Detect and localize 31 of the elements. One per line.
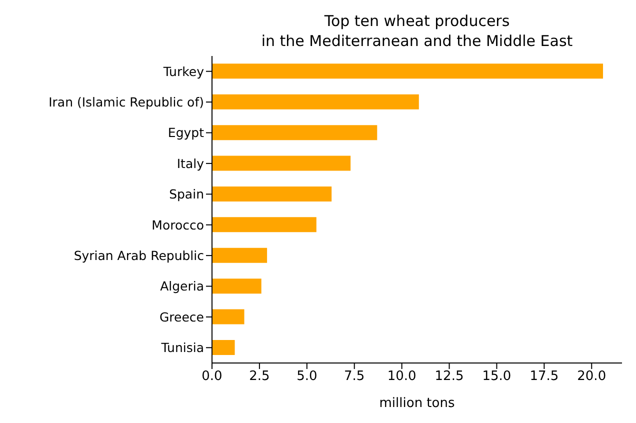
x-tick-label: 15.0	[482, 369, 512, 384]
bar	[212, 340, 235, 355]
x-tick-label: 20.0	[577, 369, 606, 384]
bar	[212, 248, 268, 263]
y-tick-label: Turkey	[162, 64, 205, 79]
y-tick-label: Algeria	[160, 278, 204, 294]
x-axis-title: million tons	[379, 396, 455, 411]
y-tick-label: Greece	[160, 309, 204, 324]
x-tick-label: 2.5	[249, 369, 270, 384]
chart-title: Top ten wheat producers in the Mediterranean and the Middle East	[261, 12, 573, 50]
bar	[212, 309, 244, 324]
bar	[212, 64, 604, 79]
x-tick-label: 5.0	[296, 369, 318, 384]
y-tick-label: Morocco	[152, 217, 204, 232]
bar	[212, 125, 378, 140]
y-tick-label: Spain	[169, 186, 204, 202]
bar	[212, 278, 262, 294]
y-tick-label: Tunisia	[160, 340, 204, 356]
x-tick-label: 0.0	[202, 369, 222, 384]
bar	[212, 94, 419, 110]
y-tick-label: Iran (Islamic Republic of)	[48, 94, 204, 110]
x-tick-label: 7.5	[344, 369, 365, 384]
x-tick-label: 17.5	[530, 369, 559, 384]
bar	[212, 217, 316, 232]
x-tick-label: 12.5	[434, 369, 464, 384]
y-tick-label: Egypt	[168, 125, 204, 140]
bar	[212, 156, 351, 171]
bar	[212, 186, 332, 202]
y-tick-label: Italy	[176, 156, 205, 171]
x-tick-label: 10.0	[387, 369, 416, 384]
y-tick-label: Syrian Arab Republic	[74, 248, 204, 263]
